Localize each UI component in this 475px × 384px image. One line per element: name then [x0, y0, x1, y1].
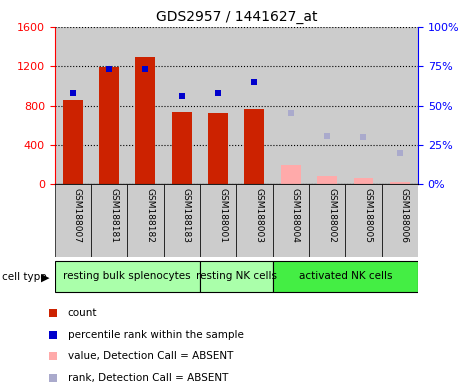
Bar: [236, 27, 273, 184]
Text: GSM188182: GSM188182: [145, 188, 154, 243]
Bar: [99, 67, 119, 184]
Bar: [127, 27, 163, 184]
FancyBboxPatch shape: [309, 184, 345, 257]
Text: GSM188181: GSM188181: [109, 188, 118, 243]
Text: GSM188005: GSM188005: [363, 188, 372, 243]
Bar: [63, 100, 83, 184]
FancyBboxPatch shape: [127, 184, 163, 257]
FancyBboxPatch shape: [200, 184, 237, 257]
Bar: [245, 109, 265, 184]
FancyBboxPatch shape: [273, 261, 418, 292]
Bar: [281, 165, 301, 184]
FancyBboxPatch shape: [55, 261, 200, 292]
Text: GSM188006: GSM188006: [400, 188, 409, 243]
Text: count: count: [68, 308, 97, 318]
Text: GSM188001: GSM188001: [218, 188, 227, 243]
FancyBboxPatch shape: [200, 261, 273, 292]
Bar: [55, 27, 91, 184]
Bar: [390, 182, 410, 184]
Text: resting bulk splenocytes: resting bulk splenocytes: [64, 271, 191, 281]
Bar: [309, 27, 345, 184]
Bar: [208, 114, 228, 184]
Text: resting NK cells: resting NK cells: [196, 271, 277, 281]
Text: activated NK cells: activated NK cells: [299, 271, 392, 281]
FancyBboxPatch shape: [163, 184, 200, 257]
Title: GDS2957 / 1441627_at: GDS2957 / 1441627_at: [156, 10, 317, 25]
Bar: [353, 179, 373, 184]
Bar: [381, 27, 418, 184]
Bar: [273, 27, 309, 184]
Text: ▶: ▶: [41, 272, 50, 282]
Bar: [135, 57, 155, 184]
Text: percentile rank within the sample: percentile rank within the sample: [68, 330, 244, 340]
Text: value, Detection Call = ABSENT: value, Detection Call = ABSENT: [68, 351, 233, 361]
Text: cell type: cell type: [2, 272, 47, 282]
Text: GSM188183: GSM188183: [182, 188, 191, 243]
Bar: [172, 113, 192, 184]
FancyBboxPatch shape: [55, 184, 91, 257]
FancyBboxPatch shape: [345, 184, 381, 257]
Text: GSM188002: GSM188002: [327, 188, 336, 243]
FancyBboxPatch shape: [91, 184, 127, 257]
FancyBboxPatch shape: [381, 184, 418, 257]
Text: rank, Detection Call = ABSENT: rank, Detection Call = ABSENT: [68, 373, 228, 383]
Text: GSM188004: GSM188004: [291, 188, 300, 243]
Bar: [163, 27, 200, 184]
Bar: [200, 27, 236, 184]
Text: GSM188007: GSM188007: [73, 188, 82, 243]
Bar: [91, 27, 127, 184]
FancyBboxPatch shape: [273, 184, 309, 257]
Text: GSM188003: GSM188003: [255, 188, 264, 243]
Bar: [317, 177, 337, 184]
FancyBboxPatch shape: [237, 184, 273, 257]
Bar: [345, 27, 381, 184]
